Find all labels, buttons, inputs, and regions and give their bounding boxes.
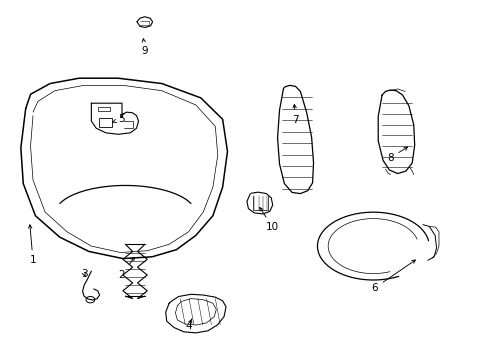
Text: 8: 8 [386,147,407,163]
Text: 6: 6 [371,260,415,293]
Bar [99,118,112,127]
Text: 2: 2 [119,257,134,280]
Text: 5: 5 [113,113,125,123]
Text: 10: 10 [259,207,279,232]
Text: 7: 7 [292,104,298,125]
Text: 9: 9 [141,39,148,56]
Bar [98,107,110,111]
Text: 3: 3 [81,269,87,279]
Text: 4: 4 [185,319,192,332]
Text: 1: 1 [28,225,36,265]
